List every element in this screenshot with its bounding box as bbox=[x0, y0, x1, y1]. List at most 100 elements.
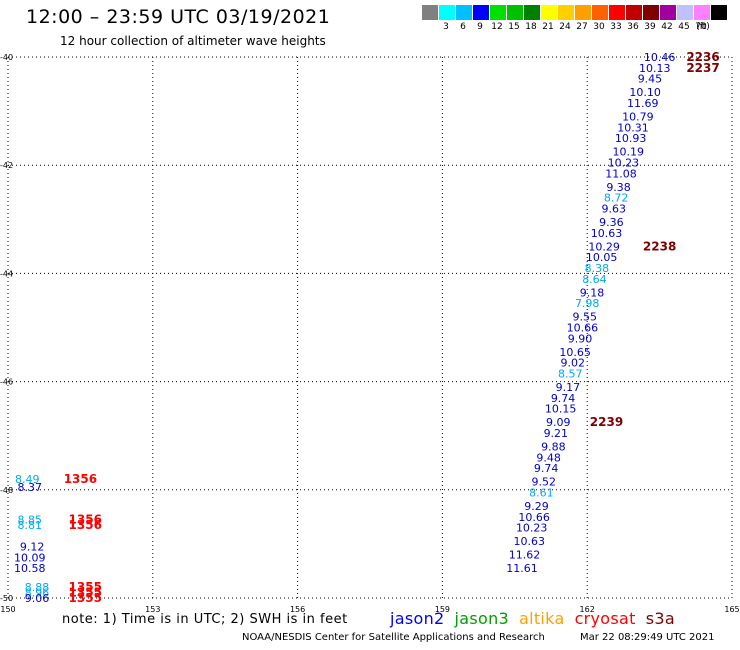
axis-ticks: 150 153 156 159 162 165 -40 -42 -44 -46 -48 -50 bbox=[0, 53, 740, 614]
grid-lines bbox=[7, 56, 733, 599]
x-tick-label: 150 bbox=[0, 605, 15, 614]
wave-height-label: 10.23 bbox=[608, 156, 640, 169]
y-tick-label: -50 bbox=[0, 594, 13, 603]
footer-timestamp: Mar 22 08:29:49 UTC 2021 bbox=[580, 632, 715, 643]
legend-swatch bbox=[540, 5, 557, 20]
time-label: 2239 bbox=[590, 415, 623, 429]
wave-height-label: 10.05 bbox=[586, 251, 618, 264]
legend-label: 12 bbox=[491, 22, 503, 32]
wave-height-label: 8.57 bbox=[558, 367, 583, 380]
x-tick-label: 165 bbox=[724, 605, 739, 614]
y-tick-label: -44 bbox=[0, 269, 13, 278]
wave-height-label: 10.65 bbox=[559, 346, 591, 359]
legend-label: 33 bbox=[610, 22, 622, 32]
color-legend: 3 6 9 12 15 18 21 24 27 30 33 36 39 42 45 70 (ft) bbox=[421, 5, 739, 35]
wave-height-label: 9.17 bbox=[556, 381, 581, 394]
legend-swatch bbox=[421, 5, 438, 20]
footnote: note: 1) Time is in UTC; 2) SWH is in fe… bbox=[62, 612, 348, 627]
wave-height-label: 9.88 bbox=[541, 441, 566, 454]
legend-label: 3 bbox=[443, 22, 449, 32]
time-label: 1355 bbox=[69, 591, 102, 605]
wave-height-label: 11.08 bbox=[605, 167, 637, 180]
wave-height-label: 10.66 bbox=[518, 511, 550, 524]
wave-height-label: 8.96 bbox=[25, 587, 50, 600]
wave-height-label: 9.55 bbox=[573, 311, 598, 324]
wave-height-label: 10.66 bbox=[567, 322, 599, 335]
wave-height-label: 11.61 bbox=[506, 562, 538, 575]
mission-jason3: jason3 bbox=[454, 609, 509, 628]
wave-height-label: 9.90 bbox=[568, 332, 593, 345]
legend-swatch bbox=[693, 5, 710, 20]
mission-altika: altika bbox=[519, 609, 565, 628]
legend-swatch bbox=[608, 5, 625, 20]
legend-label: 27 bbox=[576, 22, 588, 32]
data-labels: 10.4610.139.4510.1011.6910.7910.3110.931… bbox=[14, 51, 675, 605]
legend-label: 24 bbox=[559, 22, 571, 32]
y-tick-label: -46 bbox=[0, 378, 13, 387]
wave-height-label: 8.37 bbox=[17, 481, 42, 494]
legend-label: 9 bbox=[477, 22, 483, 32]
legend-swatch bbox=[710, 5, 727, 20]
legend-label: 30 bbox=[593, 22, 605, 32]
wave-height-label: 10.79 bbox=[622, 111, 654, 124]
time-label: 1356 bbox=[69, 518, 102, 532]
wave-height-label: 9.38 bbox=[606, 181, 631, 194]
time-label: 1356 bbox=[64, 472, 97, 486]
y-tick-label: -42 bbox=[0, 161, 13, 170]
y-tick-label: -48 bbox=[0, 486, 13, 495]
wave-height-label: 9.48 bbox=[536, 451, 561, 464]
wave-height-label: 10.15 bbox=[545, 403, 577, 416]
legend-swatch bbox=[591, 5, 608, 20]
legend-label: 21 bbox=[542, 22, 554, 32]
mission-cryosat: cryosat bbox=[574, 609, 636, 628]
wave-height-label: 10.63 bbox=[591, 227, 623, 240]
wave-height-label: 9.74 bbox=[534, 462, 559, 475]
chart-title: 12:00 – 23:59 UTC 03/19/2021 bbox=[26, 6, 331, 28]
legend-label: 42 bbox=[661, 22, 673, 32]
wave-height-label: 10.23 bbox=[516, 522, 548, 535]
x-tick-label: 162 bbox=[580, 605, 595, 614]
wave-height-label: 9.36 bbox=[599, 216, 624, 229]
wave-height-label: 8.64 bbox=[582, 273, 607, 286]
wave-height-label: 9.74 bbox=[551, 392, 576, 405]
wave-height-label: 10.10 bbox=[629, 86, 661, 99]
wave-height-label: 9.18 bbox=[580, 286, 605, 299]
legend-swatch bbox=[506, 5, 523, 20]
x-tick-label: 156 bbox=[290, 605, 305, 614]
legend-swatch bbox=[557, 5, 574, 20]
x-tick-label: 153 bbox=[145, 605, 160, 614]
legend-swatch bbox=[523, 5, 540, 20]
legend-swatch bbox=[659, 5, 676, 20]
legend-label: 15 bbox=[508, 22, 520, 32]
wave-height-label: 8.88 bbox=[25, 581, 50, 594]
wave-height-label: 9.06 bbox=[25, 592, 50, 605]
time-label: 2236 bbox=[686, 50, 719, 64]
time-label: 1355 bbox=[69, 586, 102, 600]
wave-height-label: 9.21 bbox=[544, 427, 569, 440]
y-tick-label: -40 bbox=[0, 53, 13, 62]
time-label: 1356 bbox=[69, 513, 102, 527]
wave-height-label: 10.46 bbox=[644, 51, 676, 64]
wave-height-label: 10.19 bbox=[612, 146, 644, 159]
wave-height-label: 11.62 bbox=[509, 549, 541, 562]
legend-swatch bbox=[438, 5, 455, 20]
wave-height-label: 8.49 bbox=[15, 473, 40, 486]
wave-height-label: 11.69 bbox=[627, 97, 659, 110]
wave-height-label: 8.61 bbox=[529, 487, 554, 500]
wave-height-label: 10.58 bbox=[14, 562, 46, 575]
legend-swatch bbox=[574, 5, 591, 20]
time-label: 1355 bbox=[69, 580, 102, 594]
legend-unit: (ft) bbox=[696, 22, 710, 32]
wave-height-label: 10.31 bbox=[617, 121, 649, 134]
mission-jason2: jason2 bbox=[390, 609, 445, 628]
legend-label: 36 bbox=[627, 22, 639, 32]
mission-s3a: s3a bbox=[645, 609, 675, 628]
legend-swatch bbox=[489, 5, 506, 20]
legend-swatch bbox=[676, 5, 693, 20]
legend-swatch bbox=[455, 5, 472, 20]
wave-height-label: 10.13 bbox=[639, 62, 671, 75]
x-tick-label: 159 bbox=[435, 605, 450, 614]
mission-legend: jason2 jason3 altika cryosat s3a bbox=[390, 609, 685, 628]
